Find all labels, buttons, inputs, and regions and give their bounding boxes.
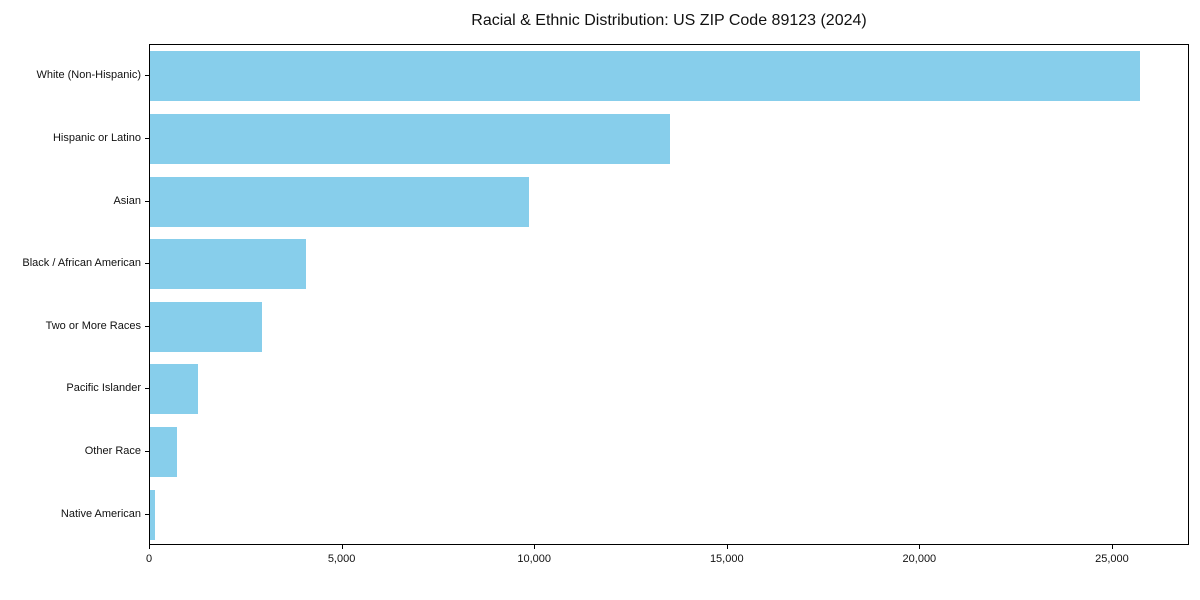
y-tick-label-other-race: Other Race (84, 445, 141, 458)
x-tick-label-20-000: 20,000 (902, 553, 937, 565)
x-tick-mark (919, 545, 921, 549)
plot-area (149, 44, 1189, 545)
x-tick-mark (149, 545, 150, 549)
chart-title: Racial & Ethnic Distribution: US ZIP Cod… (471, 12, 867, 29)
x-tick-mark (341, 545, 343, 549)
x-tick-mark (1111, 545, 1113, 549)
bar-asian (150, 176, 530, 227)
x-tick-label-10-000: 10,000 (517, 553, 551, 565)
x-tick-label-0: 0 (145, 553, 153, 565)
y-tick-mark (145, 200, 149, 202)
bar-white-non-hispanic (150, 51, 1140, 102)
bar-other-race (150, 427, 177, 478)
y-tick-label-hispanic-or-latino: Hispanic or Latino (52, 131, 141, 144)
x-tick-label-25-000: 25,000 (1095, 553, 1129, 565)
x-tick-label-15-000: 15,000 (709, 553, 744, 565)
y-tick-label-native-american: Native American (60, 507, 141, 520)
y-tick-mark (145, 513, 149, 515)
y-tick-mark (145, 263, 149, 265)
y-tick-mark (145, 325, 149, 327)
bar-hispanic-or-latino (150, 113, 670, 164)
bar-black-african-american (150, 239, 306, 290)
y-tick-label-two-or-more-races: Two or More Races (45, 319, 141, 332)
y-tick-mark (145, 388, 149, 390)
y-tick-mark (145, 451, 149, 453)
bar-native-american (150, 489, 155, 540)
y-tick-label-white-non-hispanic: White (Non-Hispanic) (36, 69, 141, 82)
bar-pacific-islander (150, 364, 199, 415)
x-tick-mark (726, 545, 728, 549)
y-tick-label-pacific-islander: Pacific Islander (66, 382, 141, 395)
y-tick-label-asian: Asian (113, 194, 141, 207)
bar-two-or-more-races (150, 301, 262, 352)
x-tick-mark (534, 545, 536, 549)
y-tick-label-black-african-american: Black / African American (22, 257, 141, 270)
y-tick-mark (145, 75, 149, 77)
y-tick-mark (145, 137, 149, 139)
x-tick-label-5-000: 5,000 (327, 553, 356, 565)
